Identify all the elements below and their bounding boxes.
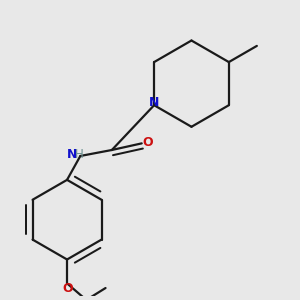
- Text: O: O: [142, 136, 153, 149]
- Text: O: O: [62, 282, 73, 295]
- Text: N: N: [149, 96, 159, 109]
- Text: N: N: [67, 148, 77, 161]
- Text: H: H: [75, 148, 84, 161]
